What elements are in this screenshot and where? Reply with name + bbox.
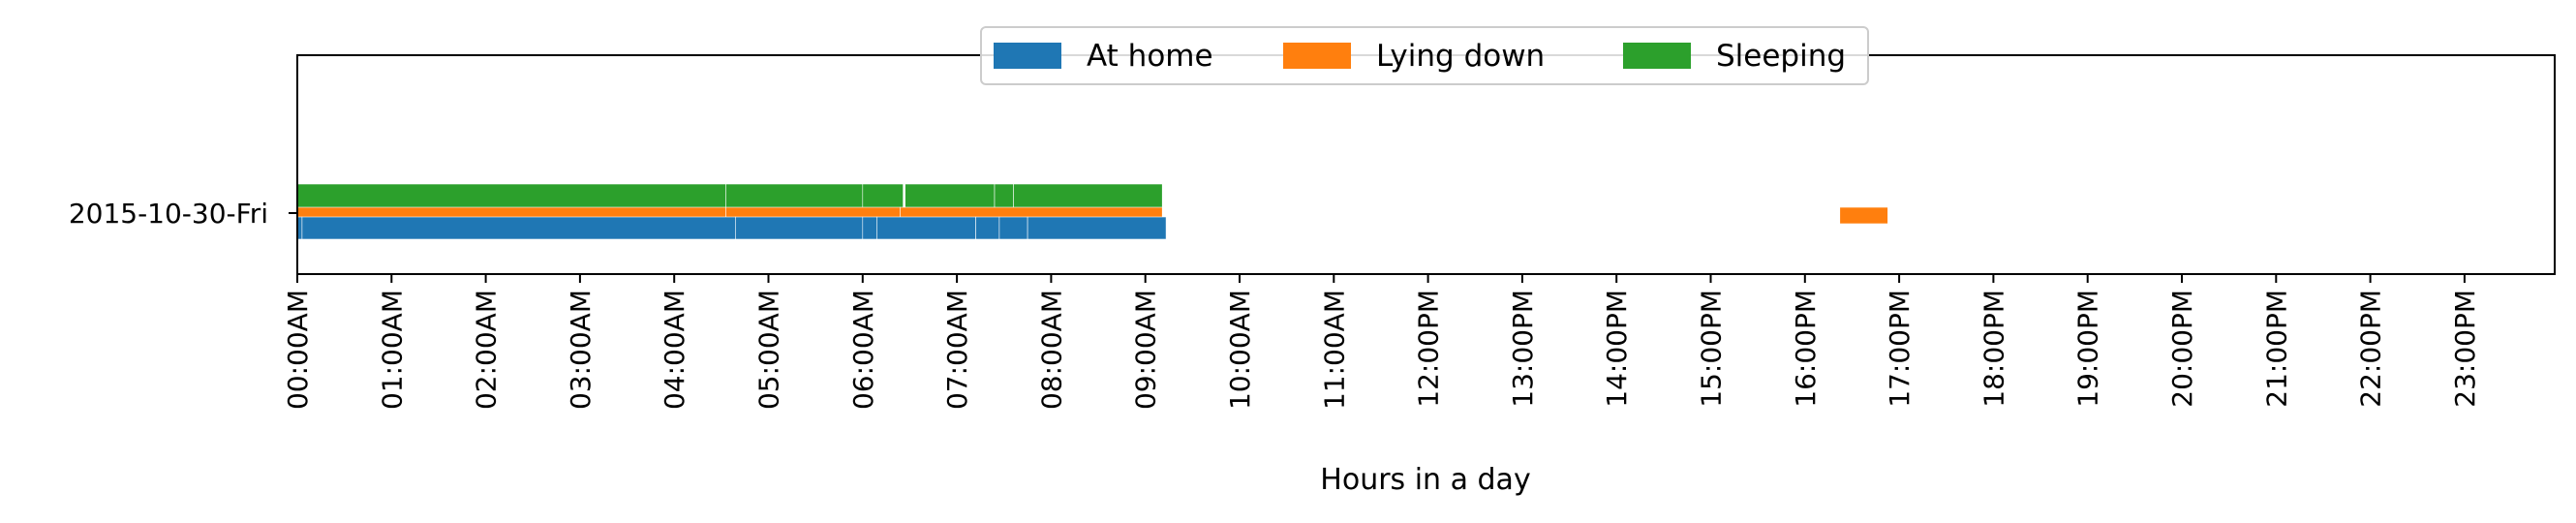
- legend-label-sleeping: Sleeping: [1716, 39, 1846, 74]
- legend-label-lying-down: Lying down: [1376, 39, 1545, 74]
- x-tick-label: 10:00AM: [1224, 290, 1256, 410]
- sleeping-bar-5: [1013, 183, 1163, 209]
- x-tick-label: 09:00AM: [1130, 290, 1162, 410]
- x-tick-label: 08:00AM: [1035, 290, 1067, 410]
- x-tick-label: 22:00PM: [2355, 290, 2387, 408]
- at-home-bar-5: [975, 216, 1000, 240]
- sleeping-bar-0: [296, 183, 727, 209]
- x-tick-label: 01:00AM: [376, 290, 408, 410]
- legend-swatch-lying-down: [1283, 43, 1351, 69]
- x-tick-label: 03:00AM: [565, 290, 597, 410]
- x-tick-label: 15:00PM: [1696, 290, 1728, 408]
- x-tick-label: 12:00PM: [1413, 290, 1445, 408]
- lying-down-bar-3: [1839, 206, 1888, 225]
- y-axis: 2015-10-30-Fri: [69, 198, 297, 230]
- x-tick-label: 14:00PM: [1601, 290, 1633, 408]
- x-tick-label: 00:00AM: [282, 290, 314, 410]
- at-home-bar-7: [1027, 216, 1167, 240]
- x-axis: 00:00AM 01:00AM 02:00AM 03:00AM 04:00AM 05:00…: [282, 274, 2481, 410]
- at-home-bar-1: [301, 216, 736, 240]
- sleeping-bar-1: [725, 183, 864, 209]
- x-tick-label: 17:00PM: [1884, 290, 1916, 408]
- x-tick-label: 16:00PM: [1790, 290, 1822, 408]
- legend-swatch-sleeping: [1623, 43, 1691, 69]
- x-tick-label: 13:00PM: [1507, 290, 1539, 408]
- x-tick-label: 11:00AM: [1318, 290, 1350, 410]
- x-tick-label: 23:00PM: [2449, 290, 2481, 408]
- at-home-bar-6: [998, 216, 1028, 240]
- x-tick-label: 18:00PM: [1978, 290, 2009, 408]
- x-tick-label: 04:00AM: [659, 290, 690, 410]
- at-home-bar-4: [876, 216, 976, 240]
- bars-layer: [296, 183, 1888, 240]
- legend: At home Lying down Sleeping: [980, 26, 1869, 85]
- y-tick-label: 2015-10-30-Fri: [69, 198, 268, 230]
- x-tick-label: 02:00AM: [471, 290, 503, 410]
- sleeping-bar-4: [994, 183, 1014, 209]
- x-axis-title: Hours in a day: [1320, 463, 1530, 497]
- x-tick-label: 05:00AM: [753, 290, 785, 410]
- x-tick-label: 20:00PM: [2166, 290, 2198, 408]
- sleeping-bar-2: [862, 183, 904, 209]
- x-tick-label: 19:00PM: [2072, 290, 2104, 408]
- legend-box: [980, 26, 1869, 85]
- x-tick-label: 21:00PM: [2260, 290, 2292, 408]
- x-tick-label: 07:00AM: [941, 290, 973, 410]
- legend-swatch-at-home: [994, 43, 1061, 69]
- x-tick-label: 06:00AM: [847, 290, 879, 410]
- plot-frame: [296, 54, 2556, 275]
- sleeping-bar-3: [905, 183, 996, 209]
- at-home-bar-2: [735, 216, 864, 240]
- legend-label-at-home: At home: [1087, 39, 1213, 74]
- at-home-bar-3: [862, 216, 877, 240]
